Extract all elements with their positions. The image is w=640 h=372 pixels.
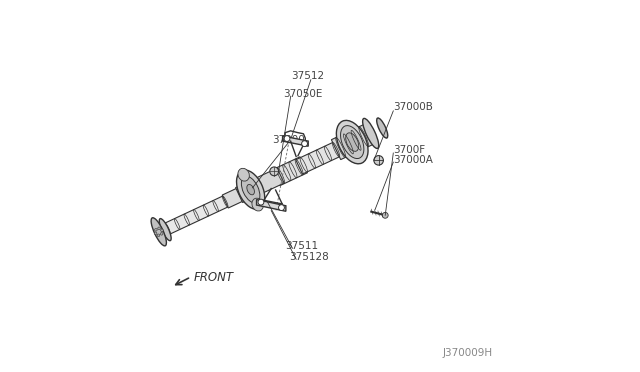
Ellipse shape (151, 218, 166, 246)
Ellipse shape (340, 126, 364, 158)
Ellipse shape (237, 170, 265, 209)
Circle shape (382, 212, 388, 218)
Circle shape (301, 141, 307, 147)
Circle shape (157, 227, 161, 230)
Circle shape (154, 232, 157, 235)
Ellipse shape (238, 168, 250, 181)
Circle shape (278, 205, 284, 211)
Polygon shape (236, 168, 284, 202)
Text: 37000A: 37000A (394, 155, 433, 165)
Polygon shape (272, 157, 307, 186)
Polygon shape (296, 140, 344, 174)
Text: 37512: 37512 (291, 71, 324, 81)
Circle shape (284, 136, 290, 141)
Ellipse shape (159, 219, 171, 241)
Text: 375128: 375128 (289, 253, 328, 263)
Ellipse shape (247, 185, 255, 195)
Text: 37050E: 37050E (284, 89, 323, 99)
Ellipse shape (346, 133, 359, 151)
Ellipse shape (363, 118, 379, 148)
Text: 37511: 37511 (285, 241, 318, 251)
Circle shape (155, 228, 157, 231)
Ellipse shape (337, 121, 368, 164)
Polygon shape (283, 136, 308, 146)
Circle shape (157, 234, 160, 237)
Text: 37000: 37000 (273, 135, 305, 145)
Circle shape (258, 199, 264, 205)
Polygon shape (257, 199, 286, 211)
Text: FRONT: FRONT (193, 271, 234, 284)
Ellipse shape (252, 198, 263, 211)
Circle shape (161, 232, 163, 235)
Polygon shape (332, 125, 373, 160)
Polygon shape (222, 186, 247, 208)
Circle shape (161, 229, 163, 232)
Circle shape (374, 155, 383, 165)
Polygon shape (163, 194, 232, 235)
Circle shape (270, 167, 278, 176)
Ellipse shape (241, 176, 260, 203)
Text: 37000B: 37000B (394, 102, 433, 112)
Text: J370009H: J370009H (442, 348, 492, 358)
Ellipse shape (377, 118, 388, 138)
Text: 3700F: 3700F (394, 145, 426, 155)
